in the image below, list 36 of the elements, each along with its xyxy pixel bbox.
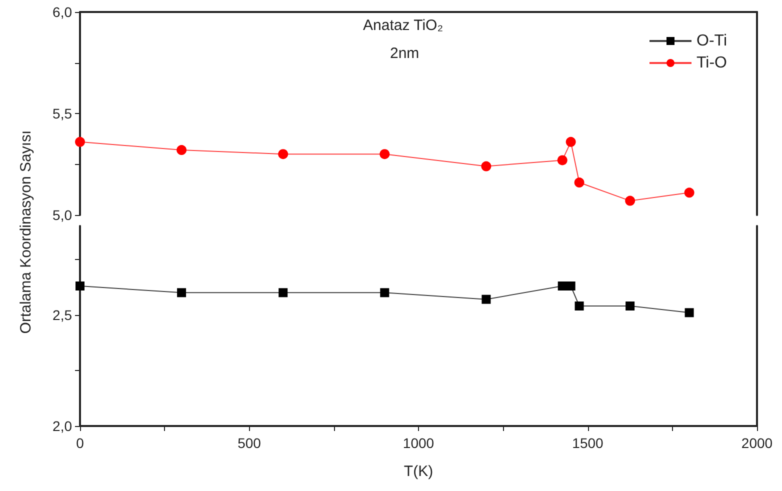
x-tick-label: 1500 <box>572 435 604 451</box>
point <box>557 155 568 166</box>
point <box>76 282 84 290</box>
point <box>566 136 576 147</box>
point <box>380 149 390 160</box>
point <box>684 188 694 198</box>
point <box>75 136 85 147</box>
y-tick-label: 5,5 <box>52 106 72 122</box>
y-tick-label: 5,0 <box>52 207 72 223</box>
y-tick-label: 2,0 <box>52 418 72 434</box>
text: 2nm <box>390 45 420 62</box>
y-tick-label: 2,5 <box>52 306 72 323</box>
x-tick-label: 0 <box>76 435 84 451</box>
point <box>380 288 390 298</box>
point <box>558 282 567 290</box>
point <box>278 288 288 298</box>
point <box>278 149 288 160</box>
point <box>176 145 187 156</box>
point <box>574 302 584 310</box>
point <box>625 196 636 206</box>
x-tick-label: 500 <box>238 435 262 451</box>
point <box>177 288 186 298</box>
y-axis-title: Ortalama Koordinasyon Sayısı <box>18 130 34 334</box>
point <box>482 294 491 304</box>
point <box>684 308 694 318</box>
x-tick-label: 2000 <box>741 435 773 451</box>
legend-label: O-Ti <box>696 32 728 50</box>
x-axis-title: T(K) <box>404 463 434 480</box>
point <box>626 302 635 310</box>
legend-label: Ti-O <box>696 54 728 72</box>
chart-title: Anataz TiO₂ <box>363 17 444 34</box>
point <box>566 282 576 290</box>
point <box>481 161 492 172</box>
y-tick-label: 6,0 <box>52 4 72 20</box>
x-tick-label: 1000 <box>402 435 434 451</box>
point <box>574 178 584 188</box>
